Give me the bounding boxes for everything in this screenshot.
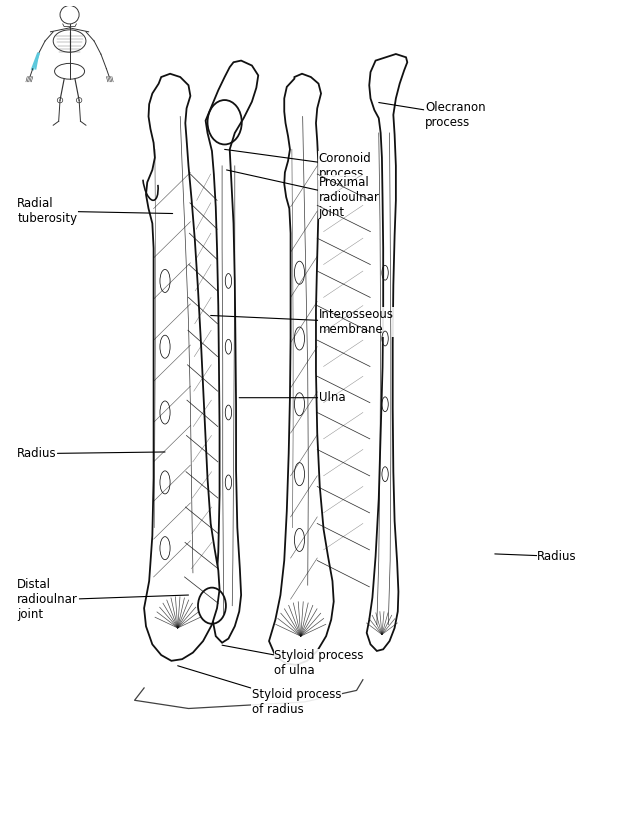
Text: Olecranon
process: Olecranon process <box>379 101 485 129</box>
Text: Styloid process
of radius: Styloid process of radius <box>178 666 341 716</box>
Text: Styloid process
of ulna: Styloid process of ulna <box>222 645 364 677</box>
Polygon shape <box>367 54 407 651</box>
Polygon shape <box>144 73 220 661</box>
Polygon shape <box>206 60 258 643</box>
Text: Radius: Radius <box>17 447 165 460</box>
Text: Radial
tuberosity: Radial tuberosity <box>17 197 173 225</box>
Text: Coronoid
process: Coronoid process <box>225 149 371 180</box>
Text: Ulna: Ulna <box>240 391 345 404</box>
Polygon shape <box>269 73 334 665</box>
Text: Radius: Radius <box>495 550 577 563</box>
Text: Proximal
radioulnar
joint: Proximal radioulnar joint <box>227 170 380 219</box>
Text: Interosseous
membrane: Interosseous membrane <box>211 308 394 336</box>
Text: Distal
radioulnar
joint: Distal radioulnar joint <box>17 578 189 621</box>
